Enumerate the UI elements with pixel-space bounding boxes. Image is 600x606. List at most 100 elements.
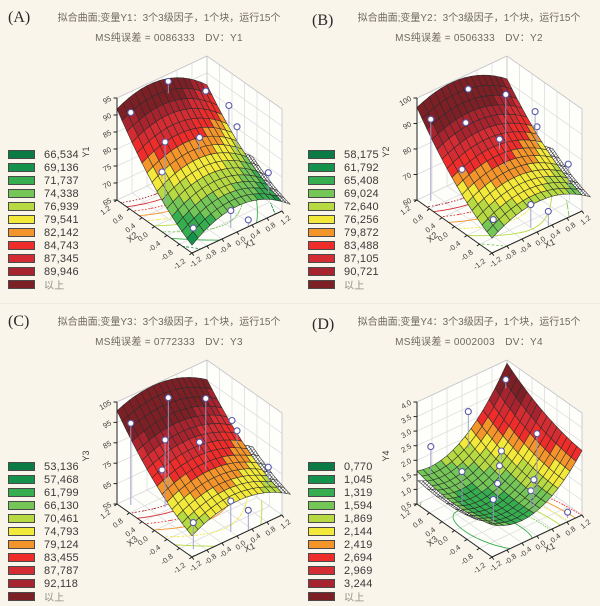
y-tick-label: -0.4 <box>446 239 462 254</box>
legend-row: 53,136 <box>8 460 79 473</box>
x-tick-label: -0.8 <box>503 248 519 263</box>
legend-swatch <box>308 228 335 237</box>
legend-swatch <box>308 579 335 588</box>
legend-label: 61,799 <box>44 486 79 499</box>
panel-title: 拟合曲面;变量Y4：3个3级因子，1个块，运行15个 <box>357 317 581 328</box>
legend-swatch <box>308 202 335 211</box>
legend-label: 74,793 <box>44 525 79 538</box>
fitted-surface <box>116 77 291 246</box>
data-point-marker <box>233 427 241 435</box>
legend-label: 79,872 <box>344 226 379 239</box>
data-point-marker <box>427 443 435 451</box>
data-point-marker <box>462 119 470 127</box>
legend-row: 69,136 <box>8 161 79 174</box>
data-point-marker <box>495 462 504 470</box>
z-tick-label: 100 <box>398 94 413 108</box>
legend-row: 84,743 <box>8 239 79 252</box>
x-tick-label: -1.2 <box>488 559 504 574</box>
x-tick-label: -1.2 <box>188 559 204 574</box>
fitted-surface <box>416 362 583 526</box>
legend-row: 87,787 <box>8 564 79 577</box>
data-point-marker <box>502 376 510 384</box>
x-tick-label: 0.8 <box>264 220 278 234</box>
surface-plot: -1.2 -0.8 -0.4 0.00.40.81.21.20.80.40.0-0.4… <box>81 55 292 272</box>
z-tick-label: 3.5 <box>399 413 413 426</box>
z-tick-label: 75 <box>101 162 113 174</box>
z-axis-label: Y4 <box>381 450 391 461</box>
legend-swatch <box>8 566 35 575</box>
data-points <box>127 394 272 550</box>
y-tick-label: -0.4 <box>146 543 162 558</box>
legend-swatch <box>8 189 35 198</box>
legend-swatch <box>8 592 35 601</box>
data-point-marker <box>489 216 497 224</box>
legend-swatch <box>8 254 35 263</box>
z-tick-label: 80 <box>101 145 113 157</box>
panel-c: (C) 拟合曲面;变量Y3：3个3级因子，1个块，运行15个 MS纯误差 = 0… <box>0 303 300 606</box>
legend-label: 70,461 <box>44 512 79 525</box>
data-point-marker <box>458 165 466 173</box>
z-axis-label: Y1 <box>81 146 91 157</box>
surface-plot: -1.2 -0.8 -0.4 0.00.40.81.21.20.80.40.0-0.4… <box>381 55 592 272</box>
legend-row: 76,256 <box>308 213 379 226</box>
y-tick-label: 0.8 <box>111 212 125 226</box>
data-point-marker <box>564 508 572 516</box>
legend-label: 3,244 <box>344 577 373 590</box>
z-tick-label: 90 <box>401 119 413 131</box>
legend-row: 66,130 <box>8 499 79 512</box>
legend-row: 61,799 <box>8 486 79 499</box>
legend-row: 83,455 <box>8 551 79 564</box>
x-tick-label: -0.4 <box>218 545 234 560</box>
legend-row: 1,319 <box>308 486 373 499</box>
legend-row: 72,640 <box>308 200 379 213</box>
legend-label: 74,338 <box>44 187 79 200</box>
data-point-marker <box>502 90 510 99</box>
fitted-surface <box>116 377 292 537</box>
legend-label: 以上 <box>44 281 65 292</box>
legend-label: 84,743 <box>44 239 79 252</box>
legend-row: 2,144 <box>308 525 373 538</box>
legend: 66,534 69,136 71,737 74,338 76,939 79,541 82,1… <box>8 148 79 292</box>
data-point-marker <box>531 108 539 116</box>
z-tick-label: 70 <box>101 179 113 191</box>
data-point-marker <box>127 108 135 117</box>
z-tick-label: 80 <box>401 145 413 157</box>
legend-label: 79,124 <box>44 538 79 551</box>
legend-label: 83,455 <box>44 551 79 564</box>
panel-label: (B) <box>312 12 334 29</box>
legend-label: 2,144 <box>344 525 373 538</box>
panel-title: 拟合曲面;变量Y2：3个3级因子，1个块，运行15个 <box>357 13 581 24</box>
legend-swatch <box>8 150 35 159</box>
legend-label: 53,136 <box>44 460 79 473</box>
legend-swatch <box>308 462 335 471</box>
data-point-marker <box>189 224 197 232</box>
fitted-surface <box>416 74 592 239</box>
z-tick-label: 55 <box>101 500 113 512</box>
data-point-marker <box>264 463 272 471</box>
z-tick-label: 65 <box>101 480 113 492</box>
data-point-marker <box>264 169 272 177</box>
y-tick-label: -0.4 <box>446 543 462 558</box>
panel-d: (D) 拟合曲面;变量Y4：3个3级因子，1个块，运行15个 MS纯误差 = 0… <box>300 303 600 606</box>
x-tick-label: 0.8 <box>264 524 278 538</box>
legend-row: 0,770 <box>308 460 373 473</box>
data-points <box>427 85 572 228</box>
legend-label: 1,594 <box>344 499 373 512</box>
y-tick-label: -0.4 <box>146 239 162 254</box>
legend-label: 1,319 <box>344 486 373 499</box>
z-tick-label: 2.5 <box>399 442 413 455</box>
data-point-marker <box>202 87 210 95</box>
y-tick-label: -0.8 <box>459 248 475 263</box>
legend-label: 58,175 <box>344 148 379 161</box>
data-point-marker <box>158 168 166 176</box>
legend-row: 83,488 <box>308 239 379 252</box>
y-tick-label: 0.8 <box>411 212 425 226</box>
z-tick-label: 85 <box>101 128 113 140</box>
data-point-marker <box>195 133 204 142</box>
x-tick-label: -0.8 <box>203 552 219 567</box>
axes: -1.2 -0.8 -0.4 0.00.40.81.21.20.80.40.0-0.4… <box>381 94 592 272</box>
legend-swatch <box>308 267 335 276</box>
z-tick-label: 75 <box>101 459 113 471</box>
y-tick-label: -1.2 <box>171 256 187 271</box>
legend-swatch <box>308 176 335 185</box>
